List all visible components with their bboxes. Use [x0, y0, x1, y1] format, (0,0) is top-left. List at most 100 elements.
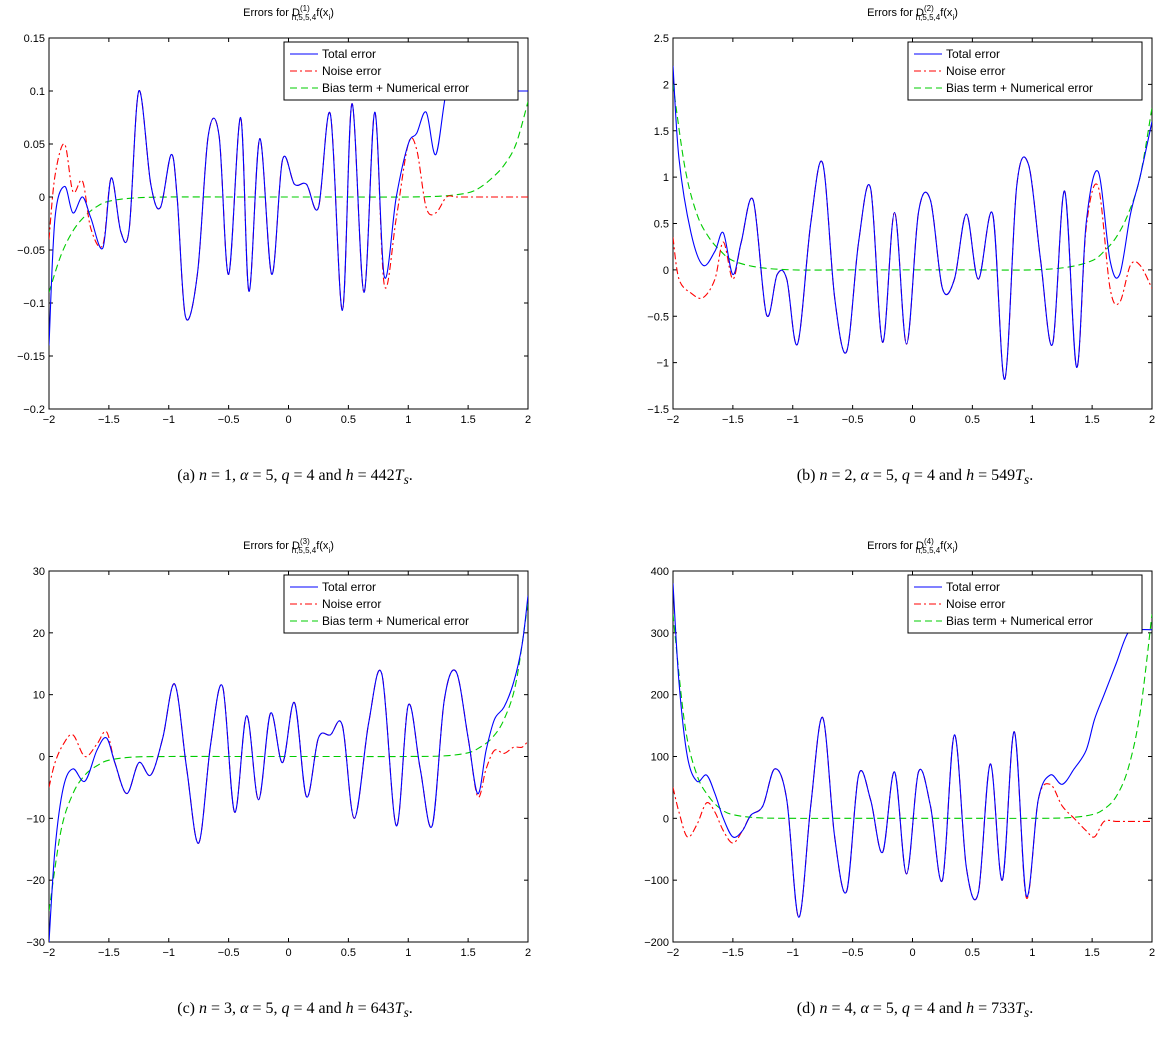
title-part: i [952, 546, 954, 555]
caption-c: (c) n = 3, α = 5, q = 4 and h = 643Ts. [177, 1000, 413, 1021]
chart-panel-2: Errors for D(2) h,5,5,4f(xi)−2 −1.5 −1 −0.5 0… [647, 4, 1155, 426]
title-part: (4) [924, 537, 934, 546]
y-tick-label: 300 [651, 628, 669, 640]
x-tick-label: 0.5 [341, 414, 356, 426]
y-tick-label: −0.05 [17, 245, 45, 257]
legend: Total error Noise error Bias term + Numeri… [907, 41, 1143, 101]
series-line-total [49, 85, 528, 346]
y-tick-label: −20 [26, 875, 45, 887]
y-tick-label: 0.05 [24, 139, 45, 151]
title-part: Errors for D [867, 7, 924, 19]
legend-box [283, 574, 519, 634]
x-tick-label: 0.5 [965, 414, 980, 426]
y-tick-label: 20 [33, 628, 45, 640]
y-tick-label: −10 [26, 813, 45, 825]
legend-label: Total error [322, 47, 376, 61]
x-tick-label: 0 [909, 947, 915, 959]
legend-label: Total error [946, 580, 1000, 594]
title-part: h,5,5,4 [292, 546, 317, 555]
x-tick-label: 1 [405, 947, 411, 959]
title-part: f(x [940, 7, 953, 19]
series-line-noise [49, 90, 528, 321]
caption-d: (d) n = 4, α = 5, q = 4 and h = 733Ts. [796, 1000, 1034, 1021]
legend-label: Total error [322, 580, 376, 594]
y-tick-label: 200 [651, 690, 669, 702]
title-part: f(x [940, 540, 953, 552]
x-tick-label: −2 [43, 414, 56, 426]
x-tick-label: 2 [1149, 947, 1155, 959]
x-tick-label: 1 [405, 414, 411, 426]
title-part: Errors for D [243, 7, 300, 19]
y-tick-label: 10 [33, 690, 45, 702]
y-tick-label: −200 [644, 937, 669, 949]
y-tick-label: 400 [651, 566, 669, 578]
x-tick-label: 0.5 [965, 947, 980, 959]
x-tick-label: −1 [162, 947, 175, 959]
y-tick-label: −1 [656, 358, 669, 370]
legend-label: Bias term + Numerical error [322, 81, 469, 95]
x-tick-label: 0 [285, 947, 291, 959]
series-line-total [673, 583, 1152, 918]
y-tick-label: 0.1 [30, 86, 45, 98]
y-tick-label: −0.5 [647, 311, 669, 323]
y-tick-label: 30 [33, 566, 45, 578]
x-tick-label: −1 [162, 414, 175, 426]
title-part: Errors for D [867, 540, 924, 552]
legend-box [907, 41, 1143, 101]
title-part: ) [954, 540, 958, 552]
x-tick-label: −2 [667, 414, 680, 426]
title-part: f(x [316, 540, 329, 552]
x-tick-label: 1.5 [1084, 947, 1099, 959]
y-tick-label: 0 [663, 265, 669, 277]
title-part: f(x [316, 7, 329, 19]
y-tick-label: 1.5 [654, 126, 669, 138]
x-tick-label: 1.5 [1084, 414, 1099, 426]
legend: Total error Noise error Bias term + Numeri… [907, 574, 1143, 634]
x-tick-label: −0.5 [842, 947, 864, 959]
title-part: ) [954, 7, 958, 19]
x-tick-label: −2 [43, 947, 56, 959]
x-tick-label: −1.5 [722, 947, 744, 959]
x-tick-label: −2 [667, 947, 680, 959]
y-tick-label: 0.5 [654, 219, 669, 231]
legend: Total error Noise error Bias term + Numeri… [283, 41, 519, 101]
series-line-noise [673, 716, 1152, 918]
chart-panel-4: Errors for D(4) h,5,5,4f(xi) −2 −1.5 −1 −0.5 0… [644, 537, 1155, 959]
x-tick-label: −0.5 [218, 947, 240, 959]
legend-label: Total error [946, 47, 1000, 61]
title-part: h,5,5,4 [292, 13, 317, 22]
y-tick-label: 0 [39, 752, 45, 764]
x-tick-label: 1 [1029, 947, 1035, 959]
legend-box [907, 574, 1143, 634]
y-tick-label: −100 [644, 875, 669, 887]
y-tick-label: −30 [26, 937, 45, 949]
legend-label: Noise error [946, 64, 1005, 78]
title-part: i [952, 13, 954, 22]
y-tick-label: 0 [663, 813, 669, 825]
legend-label: Bias term + Numerical error [946, 614, 1093, 628]
x-tick-label: 0.5 [341, 947, 356, 959]
x-tick-label: 1 [1029, 414, 1035, 426]
title-part: ) [330, 7, 334, 19]
series-line-total [673, 65, 1152, 380]
caption-a: (a) n = 1, α = 5, q = 4 and h = 442Ts. [177, 467, 413, 488]
title-part: h,5,5,4 [916, 13, 941, 22]
title-part: i [328, 13, 330, 22]
chart-title: Errors for D(4) h,5,5,4f(xi) [867, 537, 958, 555]
y-tick-label: −1.5 [647, 404, 669, 416]
x-tick-label: −1.5 [722, 414, 744, 426]
x-tick-label: −1 [786, 414, 799, 426]
y-tick-label: −0.1 [23, 298, 45, 310]
y-tick-label: −0.15 [17, 351, 45, 363]
legend: Total error Noise error Bias term + Numeri… [283, 574, 519, 634]
chart-panel-1: Errors for D(1) h,5,5,4f(xi) −2 −1.5 −1 −0.5 0… [17, 4, 531, 426]
x-tick-label: −1.5 [98, 947, 120, 959]
x-tick-label: 0 [909, 414, 915, 426]
legend-box [283, 41, 519, 101]
x-tick-label: 1.5 [460, 947, 475, 959]
y-tick-label: 0 [39, 192, 45, 204]
legend-label: Noise error [322, 597, 381, 611]
y-tick-label: 2.5 [654, 33, 669, 45]
